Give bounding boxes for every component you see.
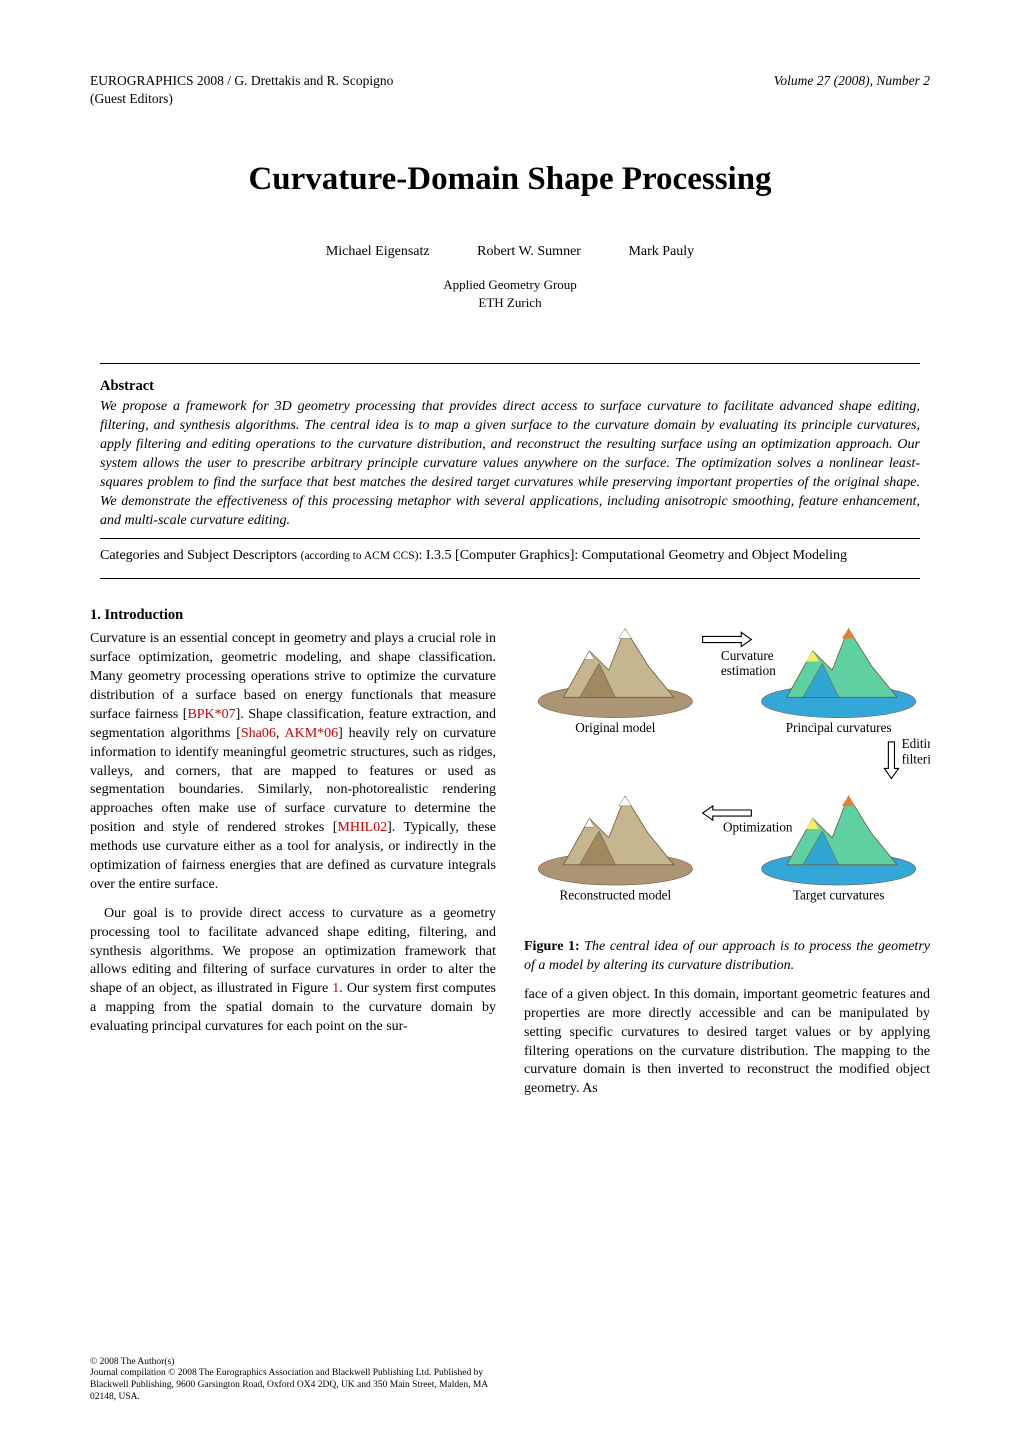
svg-text:Optimization: Optimization <box>723 820 793 835</box>
right-paragraph-1: face of a given object. In this domain, … <box>524 986 930 1099</box>
abstract-text: We propose a framework for 3D geometry p… <box>100 398 920 530</box>
svg-text:Principal curvatures: Principal curvatures <box>786 720 892 735</box>
left-column: 1. Introduction Curvature is an essentia… <box>90 607 496 1109</box>
header-venue: EUROGRAPHICS 2008 / G. Drettakis and R. … <box>90 73 393 88</box>
author-1: Michael Eigensatz <box>326 244 430 260</box>
author-2: Robert W. Sumner <box>477 244 581 260</box>
ccs-prefix: Categories and Subject Descriptors <box>100 548 301 563</box>
header-left: EUROGRAPHICS 2008 / G. Drettakis and R. … <box>90 72 393 107</box>
svg-text:Editing,filtering: Editing,filtering <box>902 736 930 766</box>
rp1: face of a given object. In this domain, … <box>524 987 930 1096</box>
svg-text:Original model: Original model <box>575 720 656 735</box>
figure-1: Curvatureestimation Original model Princip… <box>524 607 930 976</box>
ccs-line: Categories and Subject Descriptors (acco… <box>100 538 920 566</box>
cite-bpk07[interactable]: BPK*07 <box>187 707 235 722</box>
svg-text:Curvatureestimation: Curvatureestimation <box>721 648 776 678</box>
author-list: Michael Eigensatz Robert W. Sumner Mark … <box>90 244 930 260</box>
right-column: Curvatureestimation Original model Princip… <box>524 607 930 1109</box>
footer-line-1: © 2008 The Author(s) <box>90 1357 490 1369</box>
fig1-caption-text: The central idea of our approach is to p… <box>524 939 930 973</box>
copyright-footer: © 2008 The Author(s) Journal compilation… <box>90 1357 490 1405</box>
header-guest-editors: (Guest Editors) <box>90 91 173 106</box>
page: EUROGRAPHICS 2008 / G. Drettakis and R. … <box>0 0 1020 1442</box>
ccs-rest: : I.3.5 [Computer Graphics]: Computation… <box>419 548 847 563</box>
footer-line-2: Journal compilation © 2008 The Eurograph… <box>90 1368 490 1404</box>
fig1-caption-label: Figure 1: <box>524 939 580 954</box>
figure-1-svg: Curvatureestimation Original model Princip… <box>524 607 930 932</box>
intro-paragraph-2: Our goal is to provide direct access to … <box>90 905 496 1037</box>
affiliation: Applied Geometry Group ETH Zurich <box>90 276 930 311</box>
intro-paragraph-1: Curvature is an essential concept in geo… <box>90 630 496 894</box>
cite-sha06[interactable]: Sha06 <box>241 726 276 741</box>
running-header: EUROGRAPHICS 2008 / G. Drettakis and R. … <box>90 72 930 107</box>
ccs-small: (according to ACM CCS) <box>301 550 419 562</box>
p1-d: ] heavily rely on curvature information … <box>90 726 496 835</box>
section-1-heading: 1. Introduction <box>90 607 496 624</box>
body-columns: 1. Introduction Curvature is an essentia… <box>90 607 930 1109</box>
affil-line-1: Applied Geometry Group <box>443 277 577 292</box>
header-volume: Volume 27 (2008), Number 2 <box>774 73 930 88</box>
svg-text:Reconstructed model: Reconstructed model <box>559 888 671 903</box>
affil-line-2: ETH Zurich <box>478 295 541 310</box>
cite-mhil02[interactable]: MHIL02 <box>337 820 387 835</box>
abstract-block: Abstract We propose a framework for 3D g… <box>100 363 920 579</box>
svg-text:Target curvatures: Target curvatures <box>793 888 884 903</box>
header-right: Volume 27 (2008), Number 2 <box>774 72 930 107</box>
paper-title: Curvature-Domain Shape Processing <box>90 161 930 198</box>
author-3: Mark Pauly <box>628 244 694 260</box>
cite-akm06[interactable]: AKM*06 <box>284 726 338 741</box>
abstract-heading: Abstract <box>100 378 920 395</box>
figure-1-caption: Figure 1: The central idea of our approa… <box>524 938 930 976</box>
